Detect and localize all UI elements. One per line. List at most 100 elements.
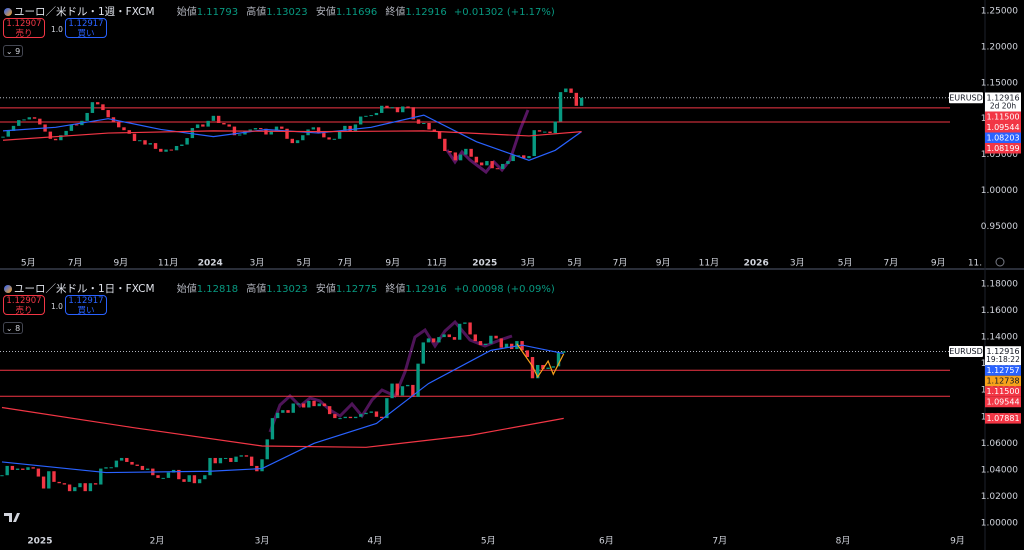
x-tick-label: 3月 [255, 536, 270, 547]
candle [285, 128, 289, 139]
x-tick-label: 2024 [198, 259, 223, 269]
x-tick-label: 9月 [385, 258, 400, 269]
candle [295, 140, 300, 144]
candle [489, 335, 493, 344]
candle [274, 126, 279, 131]
y-tick-label: 1.06000 [981, 439, 1018, 449]
candle [161, 477, 165, 479]
y-tick-label: 1.02000 [981, 492, 1018, 502]
indicator-toggle[interactable]: ⌄ 9 [3, 45, 23, 57]
candle [26, 467, 30, 470]
candle [469, 148, 473, 157]
price-tag: 1.08203 [986, 133, 1019, 142]
candle [411, 384, 415, 397]
candle [222, 123, 226, 125]
indicator-toggle[interactable]: ⌄ 8 [3, 322, 23, 334]
candle [57, 481, 61, 484]
candle [307, 400, 311, 408]
candle [67, 484, 72, 492]
candle [353, 124, 358, 132]
ohlc-label: 始値 [176, 284, 197, 295]
price-tag: 1.09544 [986, 397, 1019, 406]
x-tick-label: 2月 [150, 536, 165, 547]
ohlc-label: 始値 [176, 7, 197, 18]
candle [379, 105, 384, 113]
x-tick-label: 4月 [368, 536, 383, 547]
x-tick-label: 11月 [158, 258, 178, 269]
candle [290, 138, 294, 144]
settings-icon[interactable] [995, 257, 1005, 267]
candle [406, 106, 410, 108]
x-tick-label: 7月 [712, 536, 727, 547]
candle [296, 403, 301, 405]
y-tick-label: 1.18000 [981, 279, 1018, 289]
candle [395, 383, 399, 396]
candle [494, 335, 498, 339]
y-tick-label: 1.16000 [981, 306, 1018, 316]
candle [553, 121, 557, 134]
y-tick-label: 1.14000 [981, 333, 1018, 343]
y-tick-label: 0.95000 [981, 222, 1018, 232]
candle [190, 128, 195, 139]
y-tick-label: 1.00000 [981, 519, 1018, 529]
candle [27, 117, 32, 120]
indicator-line [2, 114, 582, 161]
indicator-line [1, 344, 564, 474]
candle [234, 456, 238, 462]
buy-price: 1.12917 [68, 19, 104, 29]
price-tag: 1.09544 [986, 123, 1019, 132]
candle [311, 127, 316, 130]
candle [6, 130, 10, 137]
candle [416, 119, 421, 124]
sell-price: 1.12907 [6, 19, 42, 29]
chart-header: ユーロ／米ドル・1週・FXCM 始値1.11793 高値1.13023 安値1.… [4, 3, 555, 19]
spread: 1.0 [51, 302, 63, 311]
candle [343, 125, 347, 131]
buy-button[interactable]: 1.12917 買い [65, 295, 107, 316]
y-tick-label: 1.04000 [981, 465, 1018, 475]
ohlc-label: 高値 [246, 284, 267, 295]
indicator-count: 9 [15, 47, 21, 56]
buy-button[interactable]: 1.12917 買い [65, 18, 107, 39]
change: +0.01302 (+1.17%) [453, 7, 555, 18]
candle [548, 131, 552, 134]
candle [322, 403, 327, 407]
ohlc-label: 安値 [315, 7, 336, 18]
candle [458, 154, 463, 161]
candle [195, 124, 200, 129]
candle [52, 471, 56, 482]
price-tag: 1.07881 [986, 414, 1019, 423]
candle [379, 416, 384, 419]
candle [73, 487, 77, 492]
sell-button[interactable]: 1.12907 売り [3, 18, 45, 39]
price-tag: 1.12757 [986, 366, 1019, 375]
candle [536, 364, 540, 379]
candle [47, 471, 51, 489]
candle [495, 168, 500, 170]
candle [213, 457, 217, 464]
x-tick-label: 2025 [472, 259, 497, 269]
chart-header: ユーロ／米ドル・1日・FXCM 始値1.12818 高値1.13023 安値1.… [4, 280, 555, 296]
price-tag-bg [985, 346, 1021, 366]
indicator-count: 8 [15, 324, 21, 333]
candle [218, 457, 223, 464]
candle [119, 457, 124, 461]
candle [229, 457, 233, 462]
sell-label: 売り [15, 29, 33, 39]
candle [483, 343, 488, 346]
candle [522, 155, 526, 159]
price-tag-bg [985, 413, 1021, 424]
candle [500, 163, 505, 169]
sell-price: 1.12907 [6, 296, 42, 306]
candle [159, 148, 163, 152]
price-tag-bg [985, 143, 1021, 154]
sell-button[interactable]: 1.12907 売り [3, 295, 45, 316]
symbol-tag-bg [949, 92, 983, 104]
candle [187, 475, 191, 482]
price-tag: 1.11500 [986, 112, 1019, 121]
x-tick-label: 9月 [656, 258, 671, 269]
candle [41, 476, 46, 489]
price-tag: 1.11500 [986, 387, 1019, 396]
candle [478, 341, 483, 346]
candle [227, 124, 231, 127]
